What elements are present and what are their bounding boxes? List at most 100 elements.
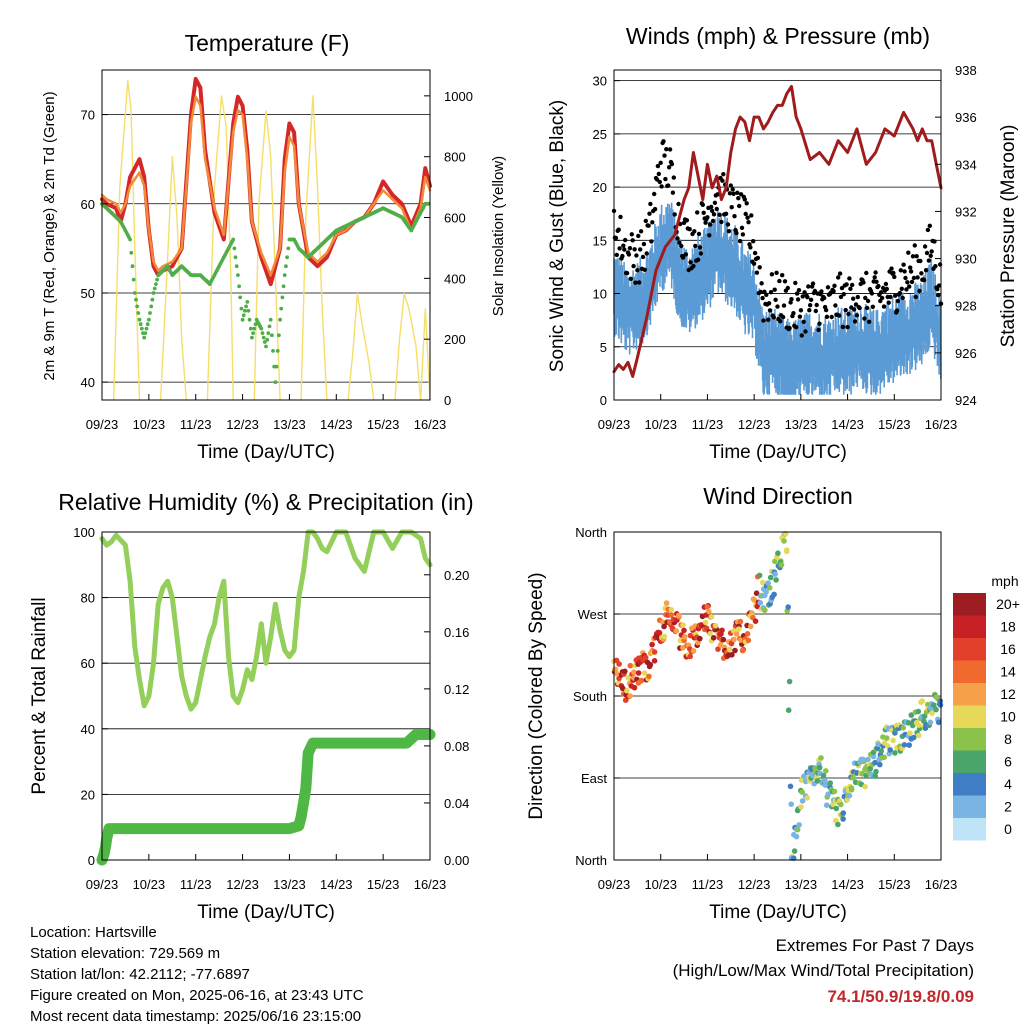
direction-point <box>804 795 811 801</box>
direction-point <box>649 641 655 648</box>
gust-point <box>825 285 831 290</box>
colorbar-swatch <box>953 773 986 796</box>
direction-point <box>775 550 781 556</box>
direction-point <box>613 670 620 677</box>
gust-point <box>805 295 810 300</box>
gust-point <box>709 204 714 210</box>
dewpoint-point <box>273 380 278 385</box>
direction-point <box>820 772 827 779</box>
gust-point <box>760 295 765 301</box>
gust-point <box>937 262 943 267</box>
gust-point <box>848 286 853 291</box>
gust-point <box>806 284 811 289</box>
dewpoint-point <box>138 322 143 327</box>
dewpoint-point <box>281 284 286 289</box>
gust-point <box>800 294 805 299</box>
direction-point <box>835 821 841 828</box>
gust-point <box>649 239 654 244</box>
colorbar-label: 12 <box>1000 686 1016 702</box>
y-tick-label: 60 <box>81 656 95 671</box>
gust-point <box>789 297 794 302</box>
gust-point <box>698 251 704 256</box>
y2-tick-label: 0.00 <box>444 853 469 868</box>
gust-point <box>769 272 775 277</box>
direction-point <box>765 580 771 586</box>
y2-tick-label: 0.08 <box>444 739 469 754</box>
direction-point <box>937 698 944 704</box>
gust-point <box>847 276 852 281</box>
direction-point <box>781 538 787 544</box>
dewpoint-point <box>151 291 156 295</box>
gust-point <box>810 281 816 286</box>
direction-point <box>860 756 866 763</box>
station-location: Location: Hartsville <box>30 924 157 941</box>
dewpoint-point <box>154 282 158 286</box>
9m-temp-line <box>100 95 432 277</box>
gust-point <box>908 265 913 270</box>
gust-point <box>656 171 661 177</box>
gust-point <box>749 213 754 218</box>
x-tick-label: 09/23 <box>86 877 119 892</box>
gust-point <box>884 286 889 292</box>
direction-point <box>646 673 652 680</box>
dewpoint-point <box>270 333 274 338</box>
direction-point <box>919 698 925 704</box>
dewpoint-point <box>128 237 133 242</box>
gust-point <box>777 278 782 284</box>
direction-point <box>772 571 778 577</box>
recent-timestamp: Most recent data timestamp: 2025/06/16 2… <box>30 1008 362 1025</box>
colorbar-swatch <box>953 795 986 818</box>
solar-line <box>347 292 375 401</box>
direction-point <box>660 619 666 626</box>
dewpoint-point <box>264 344 268 349</box>
gust-point <box>854 313 860 318</box>
gust-point <box>737 238 743 244</box>
y2-tick-label: 924 <box>955 393 977 408</box>
direction-point <box>631 684 638 691</box>
gust-point <box>879 290 884 295</box>
y-tick-label: 50 <box>81 286 95 301</box>
winds-pressure-line <box>612 85 943 378</box>
gust-point <box>640 254 646 260</box>
direction-point <box>933 706 939 713</box>
gust-point <box>866 319 872 324</box>
dewpoint-point <box>149 304 154 309</box>
direction-point <box>750 596 757 602</box>
gust-point <box>757 265 762 270</box>
direction-point <box>822 777 828 784</box>
gust-point <box>917 288 922 294</box>
gust-point <box>731 191 736 196</box>
direction-point <box>778 562 785 568</box>
direction-point <box>831 788 838 795</box>
winds-title: Winds (mph) & Pressure (mb) <box>626 23 930 49</box>
direction-point <box>788 801 794 807</box>
humidity-y2-ticks: 0.00 0.04 0.08 0.12 0.16 0.20 <box>424 568 469 868</box>
station-elevation: Station elevation: 729.569 m <box>30 945 221 962</box>
direction-point <box>785 707 792 713</box>
direction-point <box>838 801 844 808</box>
gust-point <box>808 297 814 302</box>
gust-point <box>802 290 807 295</box>
direction-x-ticks: 09/23 10/23 11/23 12/23 13/23 14/23 15/23 16/23 <box>598 854 957 892</box>
gust-point <box>693 243 698 249</box>
gust-point <box>617 246 622 251</box>
gust-point <box>635 268 640 273</box>
dewpoint-point <box>251 331 256 335</box>
dewpoint-point <box>278 317 282 322</box>
gust-point <box>708 222 713 227</box>
gust-point <box>808 303 813 308</box>
dewpoint-point <box>252 326 257 331</box>
direction-point <box>929 710 935 716</box>
gust-point <box>863 295 868 301</box>
gust-point <box>633 280 638 285</box>
x-tick-label: 12/23 <box>226 417 259 432</box>
gust-point <box>620 253 625 259</box>
dewpoint-point <box>284 264 288 269</box>
direction-point <box>801 773 807 780</box>
gust-point <box>740 232 746 237</box>
x-tick-label: 09/23 <box>86 417 119 432</box>
gust-point <box>743 211 748 217</box>
gust-point <box>797 314 803 319</box>
winds-speed-marks <box>613 202 942 395</box>
dewpoint-point <box>247 317 252 322</box>
